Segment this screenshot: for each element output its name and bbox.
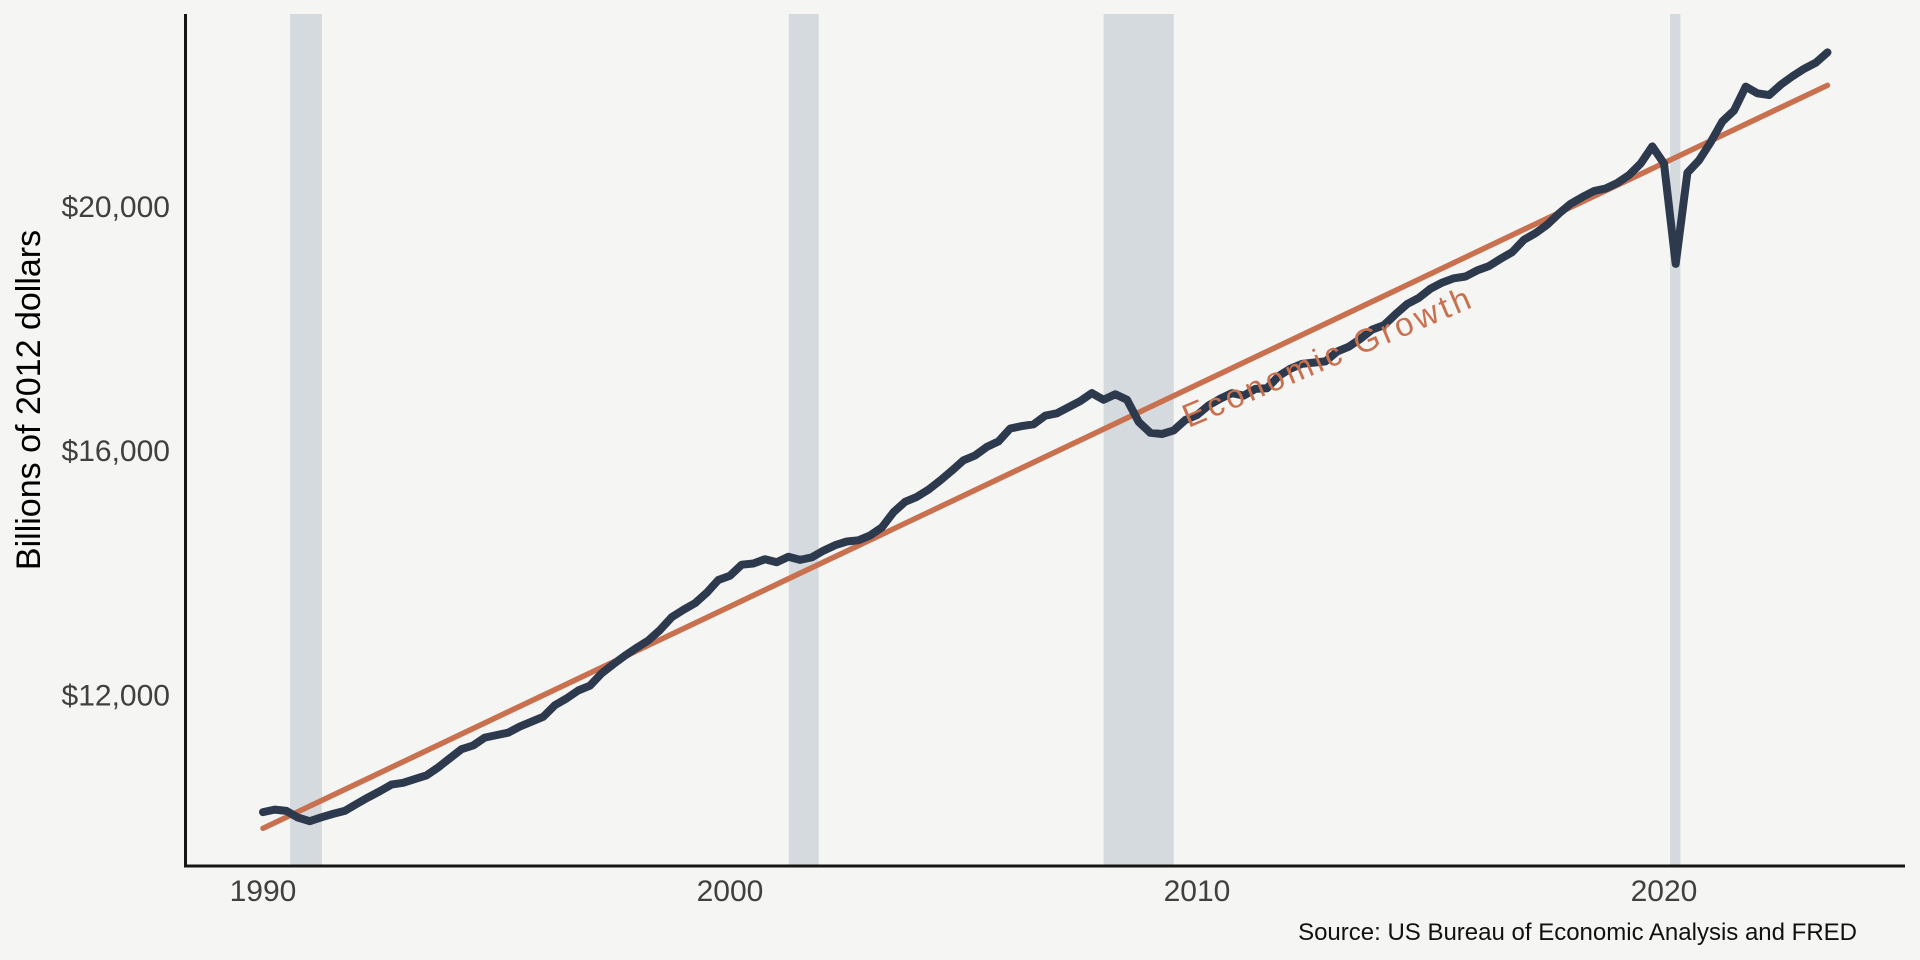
y-tick-label: $16,000	[62, 435, 170, 468]
x-tick-label: 2000	[697, 875, 764, 908]
source-note: Source: US Bureau of Economic Analysis a…	[1298, 919, 1857, 946]
recession-band	[290, 14, 322, 866]
y-tick-label: $20,000	[62, 191, 170, 224]
recession-band	[1103, 14, 1174, 866]
trend-line-label: Economic Growth	[1177, 278, 1480, 434]
y-axis-title: Billions of 2012 dollars	[10, 230, 48, 570]
trend-line	[260, 82, 1831, 832]
x-tick-label: 2010	[1164, 875, 1231, 908]
gdp-line	[259, 48, 1832, 826]
x-tick-label: 1990	[230, 875, 297, 908]
recession-band	[788, 14, 819, 866]
recession-band	[1670, 14, 1681, 866]
plot-area: Economic Growth 1990 2000 2010 2020 $12,000 $1…	[62, 14, 1832, 908]
y-tick-label: $12,000	[62, 679, 170, 712]
x-tick-label: 2020	[1631, 875, 1698, 908]
